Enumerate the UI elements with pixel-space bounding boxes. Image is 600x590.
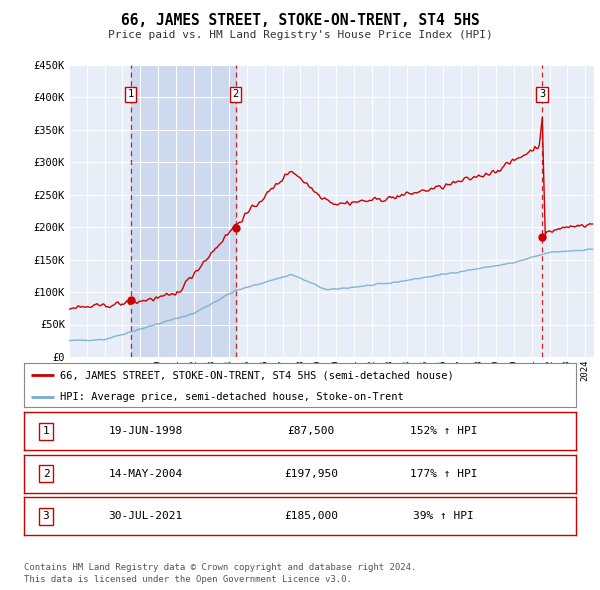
Text: 177% ↑ HPI: 177% ↑ HPI	[410, 469, 477, 478]
Text: £197,950: £197,950	[284, 469, 338, 478]
Text: 14-MAY-2004: 14-MAY-2004	[109, 469, 182, 478]
Text: 152% ↑ HPI: 152% ↑ HPI	[410, 427, 477, 436]
Bar	[131, 65, 236, 357]
Text: £87,500: £87,500	[287, 427, 335, 436]
Text: 66, JAMES STREET, STOKE-ON-TRENT, ST4 5HS: 66, JAMES STREET, STOKE-ON-TRENT, ST4 5H…	[121, 13, 479, 28]
Text: 1: 1	[127, 89, 134, 99]
Text: 2: 2	[233, 89, 239, 99]
Text: 30-JUL-2021: 30-JUL-2021	[109, 512, 182, 521]
Text: This data is licensed under the Open Government Licence v3.0.: This data is licensed under the Open Gov…	[24, 575, 352, 584]
Text: 19-JUN-1998: 19-JUN-1998	[109, 427, 182, 436]
Text: 2: 2	[43, 469, 49, 478]
Text: 3: 3	[43, 512, 49, 521]
Text: Price paid vs. HM Land Registry's House Price Index (HPI): Price paid vs. HM Land Registry's House …	[107, 31, 493, 40]
Text: Contains HM Land Registry data © Crown copyright and database right 2024.: Contains HM Land Registry data © Crown c…	[24, 563, 416, 572]
Text: 1: 1	[43, 427, 49, 436]
Text: HPI: Average price, semi-detached house, Stoke-on-Trent: HPI: Average price, semi-detached house,…	[60, 392, 404, 402]
Text: 3: 3	[539, 89, 545, 99]
Text: 39% ↑ HPI: 39% ↑ HPI	[413, 512, 474, 521]
Text: 66, JAMES STREET, STOKE-ON-TRENT, ST4 5HS (semi-detached house): 66, JAMES STREET, STOKE-ON-TRENT, ST4 5H…	[60, 371, 454, 380]
Text: £185,000: £185,000	[284, 512, 338, 521]
